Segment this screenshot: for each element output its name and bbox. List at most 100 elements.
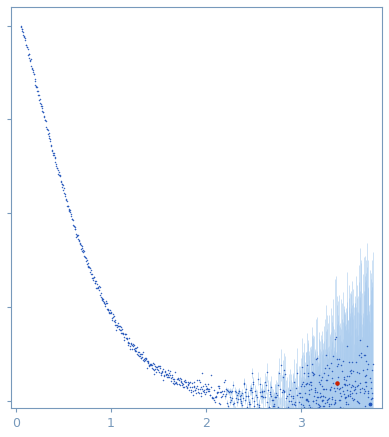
Point: [343, 386, 350, 393]
Point: [316, 406, 322, 413]
Point: [245, 392, 251, 399]
Point: [279, 388, 285, 395]
Point: [208, 372, 214, 379]
Point: [188, 386, 194, 393]
Point: [63, 196, 69, 203]
Point: [252, 413, 258, 420]
Point: [210, 394, 216, 401]
Point: [272, 402, 278, 409]
Point: [53, 161, 59, 168]
Point: [244, 412, 250, 419]
Point: [323, 386, 329, 393]
Point: [166, 369, 172, 376]
Point: [68, 216, 75, 223]
Point: [299, 394, 305, 401]
Point: [306, 401, 312, 408]
Point: [308, 428, 314, 435]
Point: [313, 427, 319, 434]
Point: [283, 404, 289, 411]
Point: [124, 338, 131, 345]
Point: [245, 393, 251, 400]
Point: [268, 384, 274, 391]
Point: [242, 396, 249, 403]
Point: [42, 117, 48, 124]
Point: [364, 361, 371, 368]
Point: [231, 406, 237, 413]
Point: [317, 417, 323, 424]
Point: [252, 388, 258, 395]
Point: [335, 385, 342, 392]
Point: [138, 355, 145, 362]
Point: [75, 235, 81, 242]
Point: [312, 423, 319, 430]
Point: [318, 413, 324, 420]
Point: [331, 387, 338, 394]
Point: [346, 358, 352, 365]
Point: [313, 396, 319, 403]
Point: [115, 319, 121, 326]
Point: [140, 348, 146, 355]
Point: [261, 431, 267, 437]
Point: [185, 382, 191, 389]
Point: [132, 344, 138, 351]
Point: [367, 408, 373, 415]
Point: [198, 389, 204, 396]
Point: [63, 198, 70, 205]
Point: [363, 358, 369, 365]
Point: [86, 264, 93, 271]
Point: [156, 368, 162, 375]
Point: [30, 67, 36, 74]
Point: [277, 409, 283, 416]
Point: [287, 420, 293, 427]
Point: [170, 379, 176, 386]
Point: [330, 401, 336, 408]
Point: [224, 399, 230, 406]
Point: [327, 386, 333, 393]
Point: [355, 382, 361, 388]
Point: [268, 393, 274, 400]
Point: [249, 370, 255, 377]
Point: [331, 399, 338, 406]
Point: [254, 400, 260, 407]
Point: [67, 208, 74, 215]
Point: [299, 380, 305, 387]
Point: [303, 396, 309, 403]
Point: [128, 341, 134, 348]
Point: [173, 379, 179, 386]
Point: [179, 381, 185, 388]
Point: [93, 277, 100, 284]
Point: [263, 382, 270, 388]
Point: [175, 375, 181, 382]
Point: [293, 415, 299, 422]
Point: [237, 396, 243, 403]
Point: [337, 397, 343, 404]
Point: [335, 420, 341, 427]
Point: [97, 291, 103, 298]
Point: [302, 409, 308, 416]
Point: [272, 394, 278, 401]
Point: [26, 55, 33, 62]
Point: [328, 360, 334, 367]
Point: [18, 22, 24, 29]
Point: [144, 364, 150, 371]
Point: [53, 159, 59, 166]
Point: [310, 372, 316, 379]
Point: [359, 429, 365, 436]
Point: [210, 395, 216, 402]
Point: [177, 382, 183, 388]
Point: [250, 381, 256, 388]
Point: [361, 351, 367, 358]
Point: [209, 394, 215, 401]
Point: [328, 401, 335, 408]
Point: [87, 269, 93, 276]
Point: [27, 57, 33, 64]
Point: [197, 378, 203, 385]
Point: [49, 147, 55, 154]
Point: [347, 412, 353, 419]
Point: [266, 388, 273, 395]
Point: [142, 354, 148, 361]
Point: [28, 63, 34, 70]
Point: [216, 382, 222, 389]
Point: [360, 411, 366, 418]
Point: [76, 237, 82, 244]
